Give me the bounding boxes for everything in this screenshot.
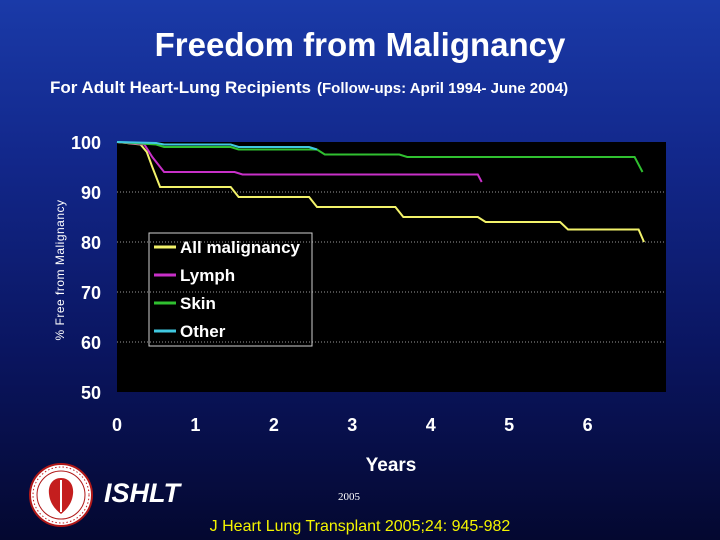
chart-subtitle: For Adult Heart-Lung Recipients (Follow-u…	[50, 78, 568, 98]
legend-label: All malignancy	[180, 238, 301, 257]
legend: All malignancy Lymph Skin Other	[148, 232, 313, 347]
ishlt-label: ISHLT	[104, 478, 180, 508]
legend-label: Skin	[180, 294, 216, 313]
y-axis-label: % Free from Malignancy	[53, 199, 67, 340]
plot-area	[117, 142, 666, 392]
legend-frame	[148, 232, 313, 347]
y-tick-label: 90	[81, 183, 101, 203]
x-axis-label: Years	[366, 455, 417, 476]
year-label: 2005	[338, 491, 360, 503]
series-line-3	[116, 141, 318, 151]
x-tick-label: 0	[112, 415, 122, 435]
y-tick-label: 100	[71, 133, 101, 153]
series-line-1	[116, 141, 483, 183]
chart-title: Freedom from Malignancy	[154, 26, 566, 63]
y-tick-label: 80	[81, 233, 101, 253]
subtitle-main: For Adult Heart-Lung Recipients	[50, 78, 311, 97]
citation: J Heart Lung Transplant 2005;24: 945-982	[209, 518, 511, 535]
x-tick-label: 4	[426, 415, 436, 435]
x-tick-label: 2	[269, 415, 279, 435]
y-tick-label: 70	[81, 283, 101, 303]
legend-label: Other	[180, 322, 226, 341]
x-tick-label: 6	[583, 415, 593, 435]
ishlt-seal-logo	[29, 463, 93, 527]
y-tick-label: 60	[81, 333, 101, 353]
x-tick-label: 3	[347, 415, 357, 435]
y-axis-ticks: 50 60 70 80 90 100	[71, 133, 101, 403]
legend-label: Lymph	[180, 266, 235, 285]
series-lines	[116, 141, 645, 243]
subtitle-note: (Follow-ups: April 1994- June 2004)	[317, 80, 569, 97]
series-line-0	[116, 141, 645, 243]
y-tick-label: 50	[81, 383, 101, 403]
x-tick-label: 1	[190, 415, 200, 435]
x-axis-ticks: 0 1 2 3 4 5 6	[112, 415, 593, 435]
x-tick-label: 5	[504, 415, 514, 435]
